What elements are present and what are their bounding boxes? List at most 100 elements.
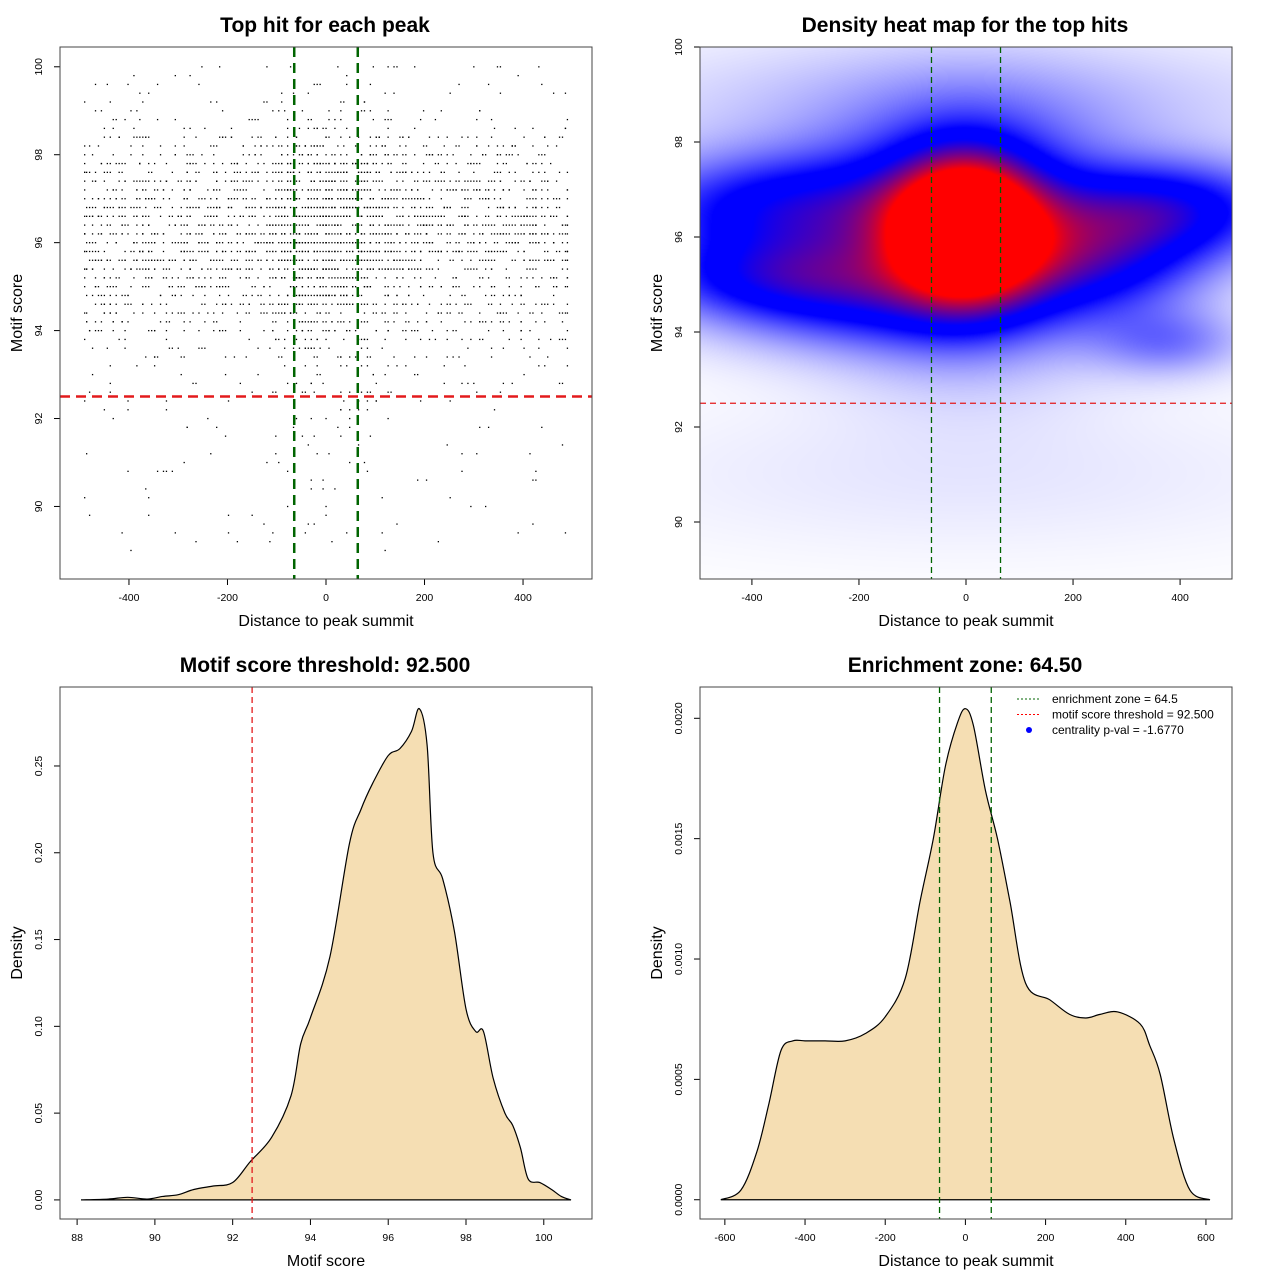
scatter-point — [216, 286, 218, 288]
scatter-point — [325, 321, 327, 323]
scatter-point — [417, 268, 419, 270]
scatter-point — [343, 294, 345, 297]
scatter-point — [284, 206, 286, 209]
scatter-point — [502, 250, 505, 253]
scatter-point — [159, 303, 162, 305]
scatter-point — [133, 127, 135, 130]
scatter-point — [514, 233, 516, 235]
scatter-point — [183, 136, 185, 138]
scatter-point — [508, 338, 510, 341]
scatter-point — [505, 224, 507, 226]
scatter-point — [566, 189, 569, 191]
scatter-point — [440, 286, 442, 288]
scatter-point — [91, 224, 94, 226]
scatter-point — [180, 268, 182, 270]
scatter-point — [508, 233, 510, 235]
scatter-point — [452, 329, 454, 332]
scatter-point — [263, 286, 265, 288]
scatter-point — [174, 145, 176, 147]
scatter-point — [541, 312, 543, 314]
scatter-point — [207, 250, 209, 253]
scatter-point — [230, 242, 233, 244]
scatter-point — [360, 268, 363, 270]
scatter-point — [505, 162, 507, 165]
scatter-point — [328, 118, 330, 121]
scatter-point — [148, 224, 150, 226]
scatter-point — [115, 312, 117, 314]
scatter-point — [201, 250, 203, 253]
scatter-point — [174, 74, 176, 77]
scatter-point — [369, 435, 372, 437]
scatter-point — [408, 136, 410, 138]
scatter-point — [286, 382, 289, 385]
scatter-point — [115, 242, 117, 244]
scatter-point — [555, 286, 558, 288]
scatter-point — [346, 365, 348, 367]
scatter-point — [366, 338, 369, 341]
scatter-point — [316, 224, 318, 226]
scatter-point — [372, 215, 374, 217]
scatter-point — [216, 303, 218, 305]
scatter-point — [278, 171, 280, 174]
scatter-point — [378, 259, 380, 261]
scatter-point — [375, 312, 377, 314]
scatter-point — [171, 206, 174, 209]
scatter-point — [566, 312, 569, 314]
scatter-point — [301, 435, 304, 437]
y-tick-label: 92 — [673, 421, 685, 433]
scatter-point — [207, 189, 209, 191]
panel-density-heatmap: Density heat map for the top hits Distanc… — [640, 0, 1280, 640]
scatter-point — [396, 268, 398, 270]
scatter-point — [213, 189, 215, 191]
scatter-point — [547, 145, 549, 147]
scatter-point — [316, 365, 318, 367]
scatter-point — [479, 242, 481, 244]
scatter-point — [452, 250, 454, 253]
scatter-point — [390, 233, 392, 235]
scatter-point — [245, 180, 247, 182]
scatter-point — [310, 180, 312, 182]
scatter-point — [541, 189, 543, 191]
scatter-point — [216, 206, 218, 209]
scatter-point — [295, 338, 298, 341]
scatter-point — [490, 294, 493, 297]
scatter-point — [544, 215, 546, 217]
scatter-point — [322, 162, 324, 165]
scatter-point — [289, 242, 292, 244]
scatter-point — [266, 101, 268, 103]
scatter-point — [366, 180, 369, 182]
scatter-point — [473, 268, 475, 270]
scatter-point — [529, 242, 531, 244]
scatter-point — [286, 154, 289, 156]
scatter-point — [532, 171, 534, 174]
scatter-point — [493, 198, 496, 200]
scatter-point — [544, 180, 546, 182]
scatter-point — [281, 154, 283, 156]
scatter-point — [467, 303, 469, 305]
scatter-point — [195, 233, 197, 235]
scatter-point — [555, 250, 558, 253]
scatter-point — [352, 224, 354, 226]
scatter-point — [485, 224, 487, 226]
scatter-point — [298, 171, 301, 174]
scatter-point — [487, 224, 490, 226]
scatter-point — [219, 242, 221, 244]
scatter-point — [295, 242, 298, 244]
scatter-point — [84, 215, 86, 217]
scatter-point — [369, 391, 372, 393]
scatter-point — [334, 286, 336, 288]
scatter-point — [272, 277, 274, 279]
scatter-point — [502, 206, 505, 209]
scatter-point — [384, 233, 386, 235]
scatter-point — [168, 224, 171, 226]
scatter-point — [272, 321, 274, 323]
scatter-point — [434, 118, 437, 121]
scatter-point — [325, 329, 327, 332]
scatter-point — [316, 277, 318, 279]
scatter-point — [301, 162, 304, 165]
scatter-point — [322, 479, 324, 481]
scatter-point — [221, 286, 224, 288]
scatter-point — [221, 268, 224, 270]
scatter-point — [352, 303, 354, 305]
scatter-point — [561, 382, 564, 385]
